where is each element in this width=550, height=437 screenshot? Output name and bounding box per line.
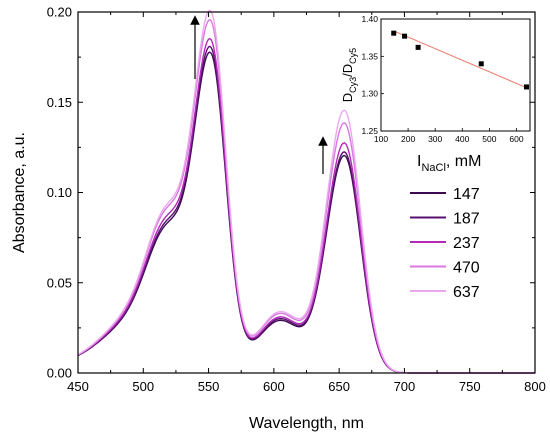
x-tick-label: 550 <box>198 379 220 394</box>
y-tick-label: 0.20 <box>47 5 72 20</box>
inset-x-tick-label: 300 <box>428 134 442 144</box>
legend: INaCl, mM 147 187 237 470 637 <box>410 153 481 301</box>
inset-y-title-part: D <box>340 93 355 102</box>
legend-title-unit: , mM <box>446 153 482 170</box>
y-tick-label: 0.00 <box>47 366 72 381</box>
inset-data-point <box>415 44 421 50</box>
y-tick-label: 0.10 <box>47 185 72 200</box>
legend-label: 237 <box>453 235 480 252</box>
x-tick-label: 700 <box>394 379 416 394</box>
inset-chart: 100 200 300 400 500 600 1.25 1.30 1.35 1.40 DCy3/D… <box>340 14 531 144</box>
legend-label: 637 <box>453 284 480 301</box>
y-axis-title: Absorbance, a.u. <box>11 132 28 253</box>
inset-y-title-part: Cy3 <box>348 77 358 93</box>
x-tick-label: 650 <box>328 379 350 394</box>
y-tick-label: 0.15 <box>47 95 72 110</box>
x-axis-title: Wavelength, nm <box>249 415 364 432</box>
inset-y-tick-label: 1.35 <box>361 51 378 61</box>
main-axes: 450 500 550 600 650 700 750 800 0.00 0.05 0.10 0.15… <box>11 5 546 433</box>
x-tick-label: 800 <box>524 379 546 394</box>
inset-y-title-part: Cy5 <box>348 48 358 64</box>
inset-x-tick-label: 200 <box>401 134 415 144</box>
x-tick-label: 750 <box>459 379 481 394</box>
legend-title-subscript: NaCl <box>421 162 445 174</box>
inset-data-point <box>523 84 529 90</box>
inset-x-tick-label: 400 <box>455 134 469 144</box>
x-tick-label: 450 <box>67 379 89 394</box>
inset-y-tick-label: 1.25 <box>361 126 378 136</box>
inset-y-title-part: /D <box>340 64 355 77</box>
legend-title-symbol: I <box>417 153 421 170</box>
y-tick-label: 0.05 <box>47 275 72 290</box>
inset-data-point <box>478 61 484 67</box>
x-tick-label: 600 <box>263 379 285 394</box>
inset-data-point <box>402 33 408 39</box>
inset-y-tick-label: 1.40 <box>361 14 378 24</box>
inset-x-tick-label: 500 <box>482 134 496 144</box>
legend-label: 470 <box>453 260 480 277</box>
legend-title: INaCl, mM <box>417 153 481 174</box>
inset-x-tick-label: 100 <box>374 134 388 144</box>
inset-y-axis-title: DCy3/DCy5 <box>340 48 358 102</box>
x-tick-label: 500 <box>132 379 154 394</box>
inset-fit-line <box>393 30 527 89</box>
increase-arrows <box>190 15 328 174</box>
inset-x-tick-label: 600 <box>509 134 523 144</box>
inset-data-point <box>391 30 397 36</box>
legend-label: 147 <box>453 186 480 203</box>
legend-label: 187 <box>453 211 480 228</box>
inset-y-tick-label: 1.30 <box>361 89 378 99</box>
